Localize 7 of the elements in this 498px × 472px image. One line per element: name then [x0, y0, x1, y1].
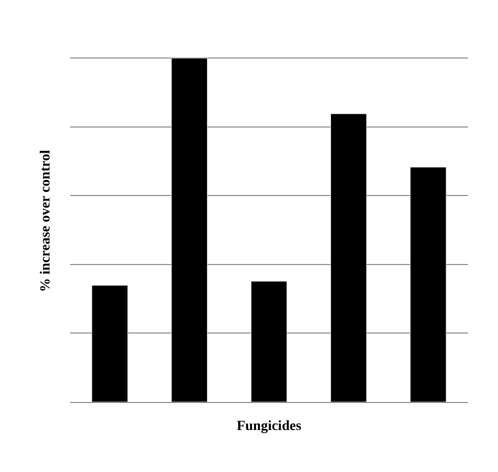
bar [250, 281, 288, 402]
bar [330, 114, 367, 402]
bar [92, 285, 128, 402]
y-axis-title: % increase over control [38, 150, 54, 292]
bar [410, 166, 446, 402]
x-axis-title: Fungicides [236, 419, 302, 434]
bar [171, 58, 208, 402]
